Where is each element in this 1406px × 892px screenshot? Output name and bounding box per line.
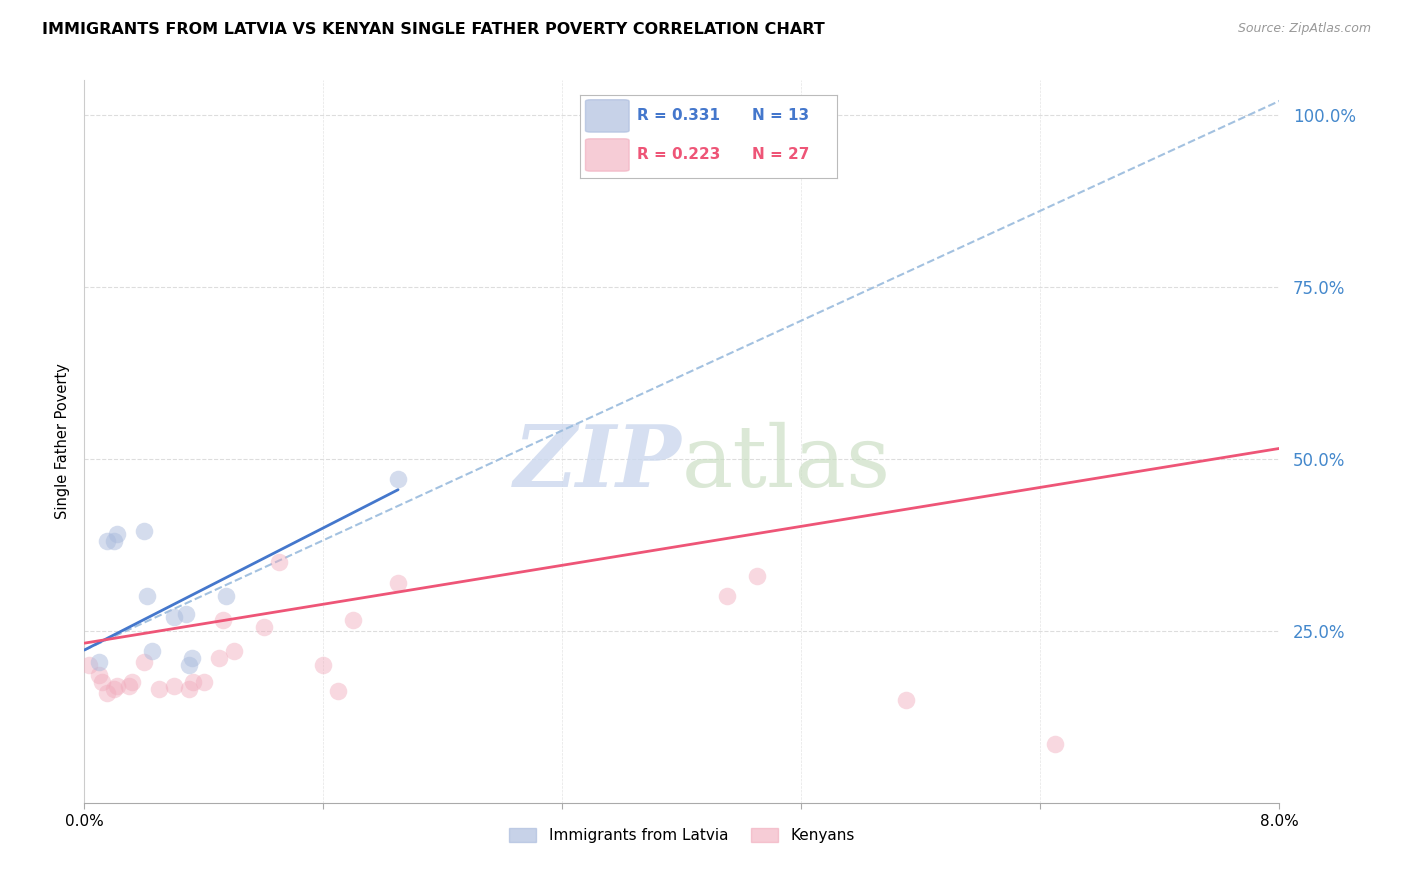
Point [181, 651, 204, 665]
Point [118, 679, 141, 693]
Point [208, 651, 231, 665]
Legend: Immigrants from Latvia, Kenyans: Immigrants from Latvia, Kenyans [503, 822, 860, 849]
Point [105, 679, 128, 693]
Text: Source: ZipAtlas.com: Source: ZipAtlas.com [1237, 22, 1371, 36]
Point [132, 524, 156, 538]
Point [312, 658, 335, 673]
Point [894, 692, 917, 706]
Point [716, 590, 738, 604]
Point [267, 555, 290, 569]
Point [103, 682, 125, 697]
Point [89, 655, 111, 669]
Point [121, 675, 143, 690]
Point [174, 607, 197, 621]
Point [387, 472, 409, 486]
Text: IMMIGRANTS FROM LATVIA VS KENYAN SINGLE FATHER POVERTY CORRELATION CHART: IMMIGRANTS FROM LATVIA VS KENYAN SINGLE … [42, 22, 825, 37]
Point [148, 682, 170, 697]
Point [89, 668, 111, 682]
Point [183, 675, 205, 690]
Point [163, 610, 186, 624]
Point [163, 679, 186, 693]
Y-axis label: Single Father Poverty: Single Father Poverty [55, 364, 70, 519]
Text: ZIP: ZIP [515, 421, 682, 505]
Point [222, 644, 245, 658]
Point [215, 590, 238, 604]
Point [253, 620, 276, 634]
Point [1045, 737, 1067, 751]
Point [387, 575, 409, 590]
Point [136, 590, 159, 604]
Point [745, 568, 768, 582]
Point [103, 534, 125, 549]
Point [328, 683, 350, 698]
Point [177, 682, 200, 697]
Point [132, 655, 156, 669]
Point [212, 614, 235, 628]
Text: atlas: atlas [682, 422, 891, 505]
Point [91, 675, 114, 690]
Point [96, 534, 118, 549]
Point [96, 686, 118, 700]
Point [105, 527, 128, 541]
Point [141, 644, 163, 658]
Point [77, 658, 100, 673]
Point [177, 658, 200, 673]
Point [193, 675, 215, 690]
Point [342, 614, 364, 628]
